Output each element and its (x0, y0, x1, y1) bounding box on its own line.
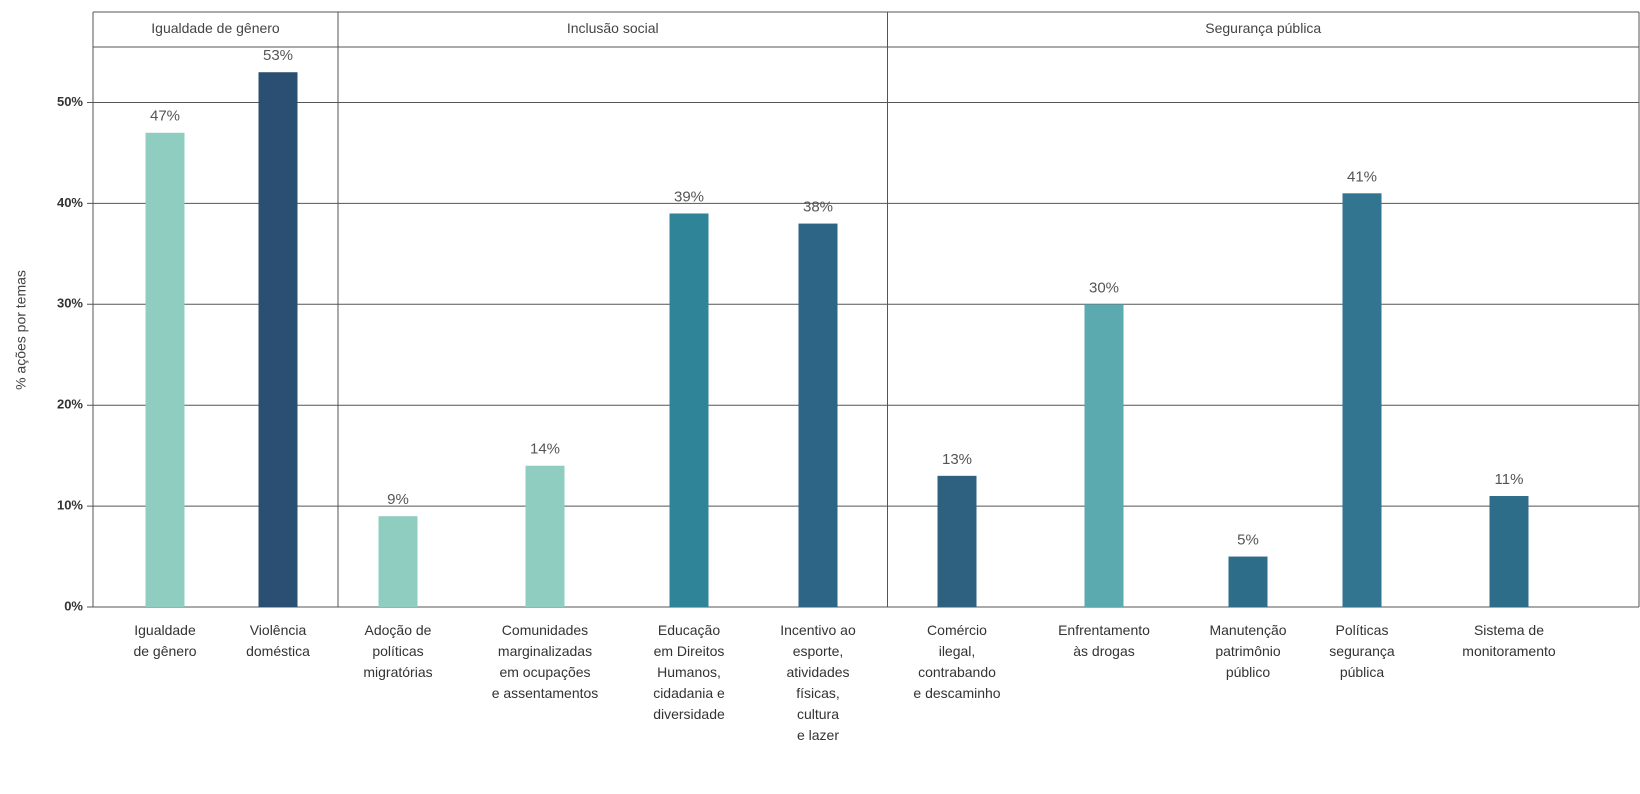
value-label: 41% (1347, 168, 1377, 185)
bar (798, 223, 838, 607)
value-label: 39% (674, 188, 704, 205)
bar (525, 465, 565, 607)
y-tick-label: 50% (57, 94, 83, 109)
y-tick-label: 40% (57, 195, 83, 210)
x-tick-label: Sistema de monitoramento (1462, 622, 1556, 659)
x-tick-label: Incentivo ao esporte, atividades físicas… (780, 622, 856, 743)
x-tick-label: Comunidades marginalizadas em ocupações … (491, 622, 599, 701)
value-label: 47% (150, 108, 180, 125)
bar (1489, 496, 1529, 607)
value-label: 14% (530, 441, 560, 458)
bar (378, 516, 418, 607)
value-label: 30% (1089, 279, 1119, 296)
y-tick-label: 30% (57, 296, 83, 311)
bar (1084, 304, 1124, 607)
value-label: 53% (263, 47, 293, 64)
x-tick-label: Comércio ilegal, contrabando e descaminh… (913, 622, 1001, 701)
value-label: 5% (1237, 532, 1259, 549)
y-tick-label: 0% (64, 598, 83, 613)
y-axis-label: % ações por temas (13, 270, 29, 390)
bar (1342, 193, 1382, 607)
x-tick-label: Adoção de políticas migratórias (363, 622, 433, 680)
x-tick-label: Igualdade de gênero (133, 622, 197, 659)
x-tick-label: Enfrentamento às drogas (1058, 622, 1150, 659)
bar (145, 132, 185, 608)
x-tick-label: Manutenção patrimônio público (1209, 622, 1287, 680)
bar (258, 72, 298, 608)
x-tick-label: Violência doméstica (246, 622, 310, 659)
x-tick-label: Educação em Direitos Humanos, cidadania … (653, 622, 725, 722)
y-tick-label: 20% (57, 397, 83, 412)
value-label: 38% (803, 199, 833, 216)
y-tick-label: 10% (57, 498, 83, 513)
bar (937, 475, 977, 607)
value-label: 13% (942, 451, 972, 468)
value-label: 11% (1495, 471, 1524, 488)
group-label: Inclusão social (567, 20, 659, 36)
x-tick-label: Políticas segurança pública (1329, 622, 1395, 680)
value-label: 9% (387, 491, 409, 508)
group-label: Segurança pública (1205, 20, 1321, 36)
group-label: Igualdade de gênero (151, 20, 280, 36)
bar (1228, 556, 1268, 607)
bar (669, 213, 709, 607)
